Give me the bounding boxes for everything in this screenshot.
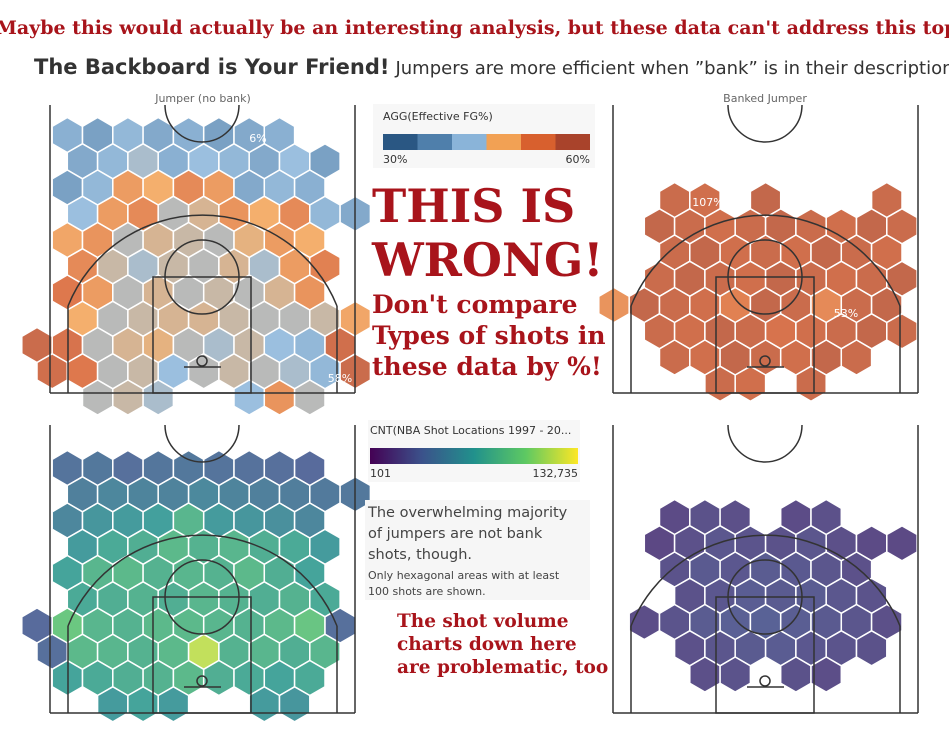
volume-warning: The shot volume bbox=[397, 611, 569, 632]
hex-label: 107% bbox=[692, 196, 723, 209]
title: The Backboard is Your Friend! bbox=[34, 55, 389, 79]
subtitle: Jumpers are more efficient when ”bank” i… bbox=[394, 58, 949, 79]
hex bbox=[886, 312, 918, 350]
note: The overwhelming majority bbox=[367, 505, 568, 521]
legend-tick-label: 30% bbox=[383, 153, 407, 166]
panel-title: Banked Jumper bbox=[723, 92, 807, 105]
title-line: The Backboard is Your Friend! Jumpers are… bbox=[34, 55, 949, 79]
legend-swatch bbox=[383, 134, 418, 150]
volume-warning: are problematic, too bbox=[397, 657, 608, 678]
hex bbox=[293, 379, 326, 416]
legend-bar bbox=[383, 134, 590, 150]
hex bbox=[810, 656, 843, 693]
warning-detail: Don't compare bbox=[372, 290, 578, 319]
legend-swatch bbox=[521, 134, 556, 150]
annotation-top: Maybe this would actually be an interest… bbox=[0, 17, 949, 39]
note-small: Only hexagonal areas with at least bbox=[368, 569, 560, 582]
legend-tick-label: 132,735 bbox=[533, 467, 579, 480]
volume-warning: charts down here bbox=[397, 634, 577, 655]
legend-title: CNT(NBA Shot Locations 1997 - 20... bbox=[370, 424, 571, 437]
legend-tick-label: 60% bbox=[566, 153, 590, 166]
hex bbox=[886, 524, 918, 562]
legend-swatch bbox=[555, 134, 590, 150]
warning-detail: Types of shots in bbox=[372, 321, 606, 350]
hex bbox=[142, 379, 175, 416]
hex bbox=[719, 656, 752, 693]
hex-label: 6% bbox=[249, 132, 266, 145]
legend-swatch bbox=[452, 134, 487, 150]
hex bbox=[840, 339, 873, 376]
legend-tick-label: 101 bbox=[370, 467, 391, 480]
note: shots, though. bbox=[368, 547, 472, 563]
legend-bar bbox=[370, 448, 578, 464]
legend-title: AGG(Effective FG%) bbox=[383, 110, 493, 123]
hex-label: 58% bbox=[328, 372, 352, 385]
hex bbox=[855, 629, 888, 667]
legend-swatch bbox=[417, 134, 452, 150]
note-box bbox=[365, 500, 590, 600]
hex-label: 53% bbox=[834, 307, 858, 320]
hex-layer bbox=[21, 116, 918, 723]
legend-swatch bbox=[486, 134, 521, 150]
panel-title: Jumper (no bank) bbox=[154, 92, 251, 105]
warning: THIS IS bbox=[372, 179, 575, 233]
warning-detail: these data by %! bbox=[372, 352, 602, 381]
note: of jumpers are not bank bbox=[368, 526, 543, 542]
note-small: 100 shots are shown. bbox=[368, 585, 486, 598]
warning: WRONG! bbox=[371, 233, 603, 287]
